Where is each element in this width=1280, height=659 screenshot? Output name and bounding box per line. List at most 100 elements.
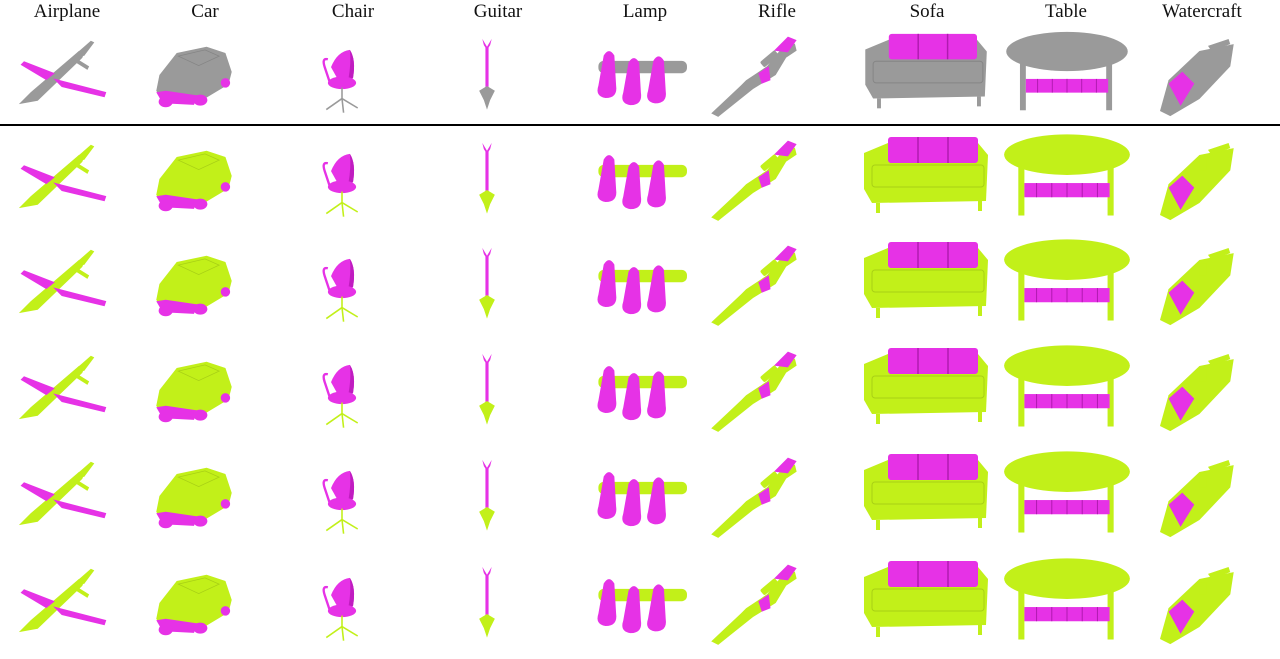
source-airplane-shape (12, 26, 132, 124)
result-lamp-shape (586, 549, 710, 657)
result-sofa-shape (858, 128, 998, 230)
lamp-shape-icon (597, 472, 687, 527)
result-sofa-shape (858, 444, 998, 548)
sofa-shape-icon (864, 454, 988, 530)
result-rifle-shape (706, 232, 828, 336)
chair-shape-icon (322, 364, 359, 428)
car-shape-icon (156, 574, 232, 636)
result-table-shape (996, 549, 1138, 657)
table-shape-icon (1004, 558, 1130, 640)
source-guitar-shape (443, 26, 553, 124)
result-airplane-shape (12, 338, 132, 442)
result-car-shape (150, 549, 260, 657)
result-guitar-shape (443, 549, 553, 657)
result-airplane-shape (12, 549, 132, 657)
result-guitar-shape (443, 232, 553, 336)
lamp-shape-icon (597, 579, 687, 634)
watercraft-shape-icon (1160, 248, 1234, 326)
column-label-car: Car (191, 1, 219, 22)
column-label-table: Table (1045, 1, 1087, 22)
chair-shape-icon (322, 470, 359, 534)
sofa-shape-icon (864, 348, 988, 424)
airplane-shape-icon (18, 355, 107, 420)
rifle-shape-icon (711, 36, 797, 117)
row-divider (0, 124, 1280, 126)
chair-shape-icon (322, 153, 359, 217)
guitar-shape-icon (479, 566, 495, 638)
watercraft-shape-icon (1160, 39, 1234, 117)
table-shape-icon (1004, 451, 1130, 533)
source-table-shape (996, 26, 1138, 124)
guitar-shape-icon (479, 353, 495, 425)
result-lamp-shape (586, 444, 710, 548)
sofa-shape-icon (864, 561, 988, 637)
guitar-shape-icon (479, 459, 495, 531)
result-chair-shape (298, 232, 408, 336)
result-sofa-shape (858, 232, 998, 336)
result-sofa-shape (858, 549, 998, 657)
result-chair-shape (298, 338, 408, 442)
sofa-shape-icon (864, 242, 988, 318)
car-shape-icon (156, 46, 232, 108)
result-rifle-shape (706, 444, 828, 548)
table-shape-icon (1004, 239, 1130, 321)
source-watercraft-shape (1148, 26, 1268, 124)
guitar-shape-icon (479, 142, 495, 214)
source-lamp-shape (586, 26, 710, 124)
watercraft-shape-icon (1160, 143, 1234, 221)
source-chair-shape (298, 26, 408, 124)
result-guitar-shape (443, 338, 553, 442)
lamp-shape-icon (597, 51, 687, 106)
column-label-chair: Chair (331, 1, 375, 22)
column-label-airplane: Airplane (33, 1, 101, 22)
chair-shape-icon (322, 258, 359, 322)
result-lamp-shape (586, 338, 710, 442)
watercraft-shape-icon (1160, 354, 1234, 432)
rifle-shape-icon (711, 140, 797, 221)
chair-shape-icon (322, 49, 359, 113)
result-chair-shape (298, 444, 408, 548)
airplane-shape-icon (18, 40, 107, 105)
result-guitar-shape (443, 444, 553, 548)
column-label-lamp: Lamp (622, 1, 668, 22)
column-label-watercraft: Watercraft (1162, 1, 1242, 22)
result-table-shape (996, 338, 1138, 442)
result-watercraft-shape (1148, 444, 1268, 548)
car-shape-icon (156, 255, 232, 317)
sofa-shape-icon (865, 33, 987, 109)
result-car-shape (150, 128, 260, 230)
guitar-shape-icon (479, 38, 495, 110)
car-shape-icon (156, 361, 232, 423)
airplane-shape-icon (18, 461, 107, 526)
airplane-shape-icon (18, 249, 107, 314)
result-chair-shape (298, 128, 408, 230)
rifle-shape-icon (711, 457, 797, 538)
airplane-shape-icon (18, 144, 107, 209)
car-shape-icon (156, 150, 232, 212)
lamp-shape-icon (597, 366, 687, 421)
result-rifle-shape (706, 338, 828, 442)
lamp-shape-icon (597, 155, 687, 210)
sofa-shape-icon (864, 137, 988, 213)
result-airplane-shape (12, 232, 132, 336)
column-label-sofa: Sofa (909, 1, 945, 22)
result-table-shape (996, 128, 1138, 230)
result-watercraft-shape (1148, 128, 1268, 230)
source-rifle-shape (706, 26, 828, 124)
result-car-shape (150, 232, 260, 336)
result-car-shape (150, 338, 260, 442)
table-shape-icon (1004, 345, 1130, 427)
result-table-shape (996, 444, 1138, 548)
result-lamp-shape (586, 232, 710, 336)
airplane-shape-icon (18, 568, 107, 633)
table-shape-icon (1006, 31, 1128, 111)
result-rifle-shape (706, 128, 828, 230)
result-watercraft-shape (1148, 338, 1268, 442)
result-watercraft-shape (1148, 549, 1268, 657)
source-sofa-shape (858, 26, 998, 124)
guitar-shape-icon (479, 247, 495, 319)
table-shape-icon (1004, 134, 1130, 216)
rifle-shape-icon (711, 351, 797, 432)
result-airplane-shape (12, 444, 132, 548)
